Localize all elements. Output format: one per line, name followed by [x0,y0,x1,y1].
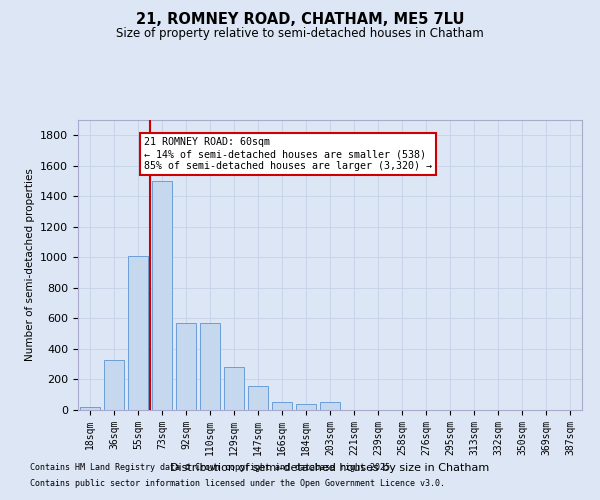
Text: Contains HM Land Registry data © Crown copyright and database right 2025.: Contains HM Land Registry data © Crown c… [30,464,395,472]
Text: 21 ROMNEY ROAD: 60sqm
← 14% of semi-detached houses are smaller (538)
85% of sem: 21 ROMNEY ROAD: 60sqm ← 14% of semi-deta… [143,138,431,170]
Bar [176,323,196,410]
Text: Size of property relative to semi-detached houses in Chatham: Size of property relative to semi-detach… [116,28,484,40]
Bar [248,386,268,410]
Bar [224,368,244,410]
Bar [272,402,292,410]
X-axis label: Distribution of semi-detached houses by size in Chatham: Distribution of semi-detached houses by … [170,464,490,473]
Bar [80,407,100,410]
Bar [320,402,340,410]
Bar [200,323,220,410]
Text: 21, ROMNEY ROAD, CHATHAM, ME5 7LU: 21, ROMNEY ROAD, CHATHAM, ME5 7LU [136,12,464,28]
Y-axis label: Number of semi-detached properties: Number of semi-detached properties [25,168,35,362]
Bar [128,256,148,410]
Text: Contains public sector information licensed under the Open Government Licence v3: Contains public sector information licen… [30,478,445,488]
Bar [104,360,124,410]
Bar [296,404,316,410]
Bar [152,181,172,410]
